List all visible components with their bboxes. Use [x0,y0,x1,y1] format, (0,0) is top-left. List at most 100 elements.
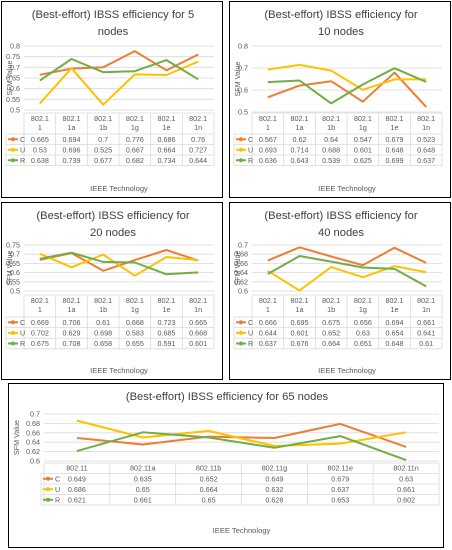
y-tick-label: 0.66 [234,259,248,268]
x-axis-label: IEEE Technology [213,526,271,535]
y-tick-label: 0.66 [26,428,40,437]
data-label: 0.649 [265,474,283,483]
data-label: 0.637 [331,485,349,494]
chart-40-nodes: (Best-effort) IBSS efficiency for 40 node… [233,210,443,375]
data-label: 0.677 [94,156,112,165]
y-tick-label: 0.6 [10,268,20,277]
data-label: 0.661 [417,318,435,327]
series-line-R [267,255,427,288]
y-tick-label: 0.5 [238,108,248,117]
data-label: 0.656 [354,318,372,327]
chart-title: (Best-effort) IBSS efficiency for 10 node… [264,9,417,38]
data-label: 0.714 [291,145,309,154]
data-label: 0.702 [31,328,49,337]
data-label: 0.629 [63,328,81,337]
data-label: 0.708 [63,339,81,348]
data-label: 0.76 [191,135,205,144]
y-tick-label: 0.7 [30,410,40,419]
y-tick-label: 0.62 [26,447,40,456]
data-label: 0.61 [96,318,110,327]
y-tick-label: 0.7 [10,250,20,259]
data-label: 0.602 [397,495,415,504]
legend-marker-R [11,158,15,163]
chart-10-nodes: (Best-effort) IBSS efficiency for 10 node… [233,9,443,193]
data-label: 0.706 [63,318,81,327]
data-label: 0.525 [94,145,112,154]
data-label: 0.675 [322,318,340,327]
x-tick-label: 802.11e [328,464,353,473]
y-axis-label: SFM Value [12,420,21,455]
data-label: 0.625 [354,156,372,165]
data-label: 0.664 [200,485,218,494]
data-label: 0.661 [134,495,152,504]
y-tick-label: 0.7 [10,63,20,72]
data-label: 0.62 [293,135,307,144]
legend-marker-R [239,158,243,163]
data-label: 0.567 [259,135,277,144]
data-label: 0.591 [158,339,176,348]
data-label: 0.636 [259,156,277,165]
data-label: 0.727 [189,145,207,154]
data-label: 0.666 [259,318,277,327]
chart-panel-10-nodes: (Best-effort) IBSS efficiency for 10 node… [229,1,451,198]
data-label: 0.643 [291,156,309,165]
data-label: 0.63 [399,474,413,483]
series-line-U [267,63,427,91]
data-label: 0.652 [200,474,218,483]
y-tick-label: 0.55 [6,95,20,104]
y-tick-label: 0.5 [10,106,20,115]
x-tick-label: 802.11b [196,464,221,473]
chart-title: (Best-effort) IBSS efficiency for 20 node… [36,210,189,239]
data-label: 0.644 [259,328,277,337]
x-axis-label: IEEE Technology [90,366,148,375]
y-tick-label: 0.65 [6,259,20,268]
chart-title: (Best-effort) IBSS efficiency for 40 node… [264,210,417,239]
data-label: 0.664 [322,339,340,348]
y-tick-label: 0.75 [6,52,20,61]
data-label: 0.665 [189,318,207,327]
legend-marker-U [11,147,15,152]
x-tick-label: 802.11 [66,464,87,473]
y-tick-label: 0.68 [26,419,40,428]
legend-label-C: C [248,318,253,327]
legend-marker-C [11,137,15,142]
legend-label-U: U [248,145,253,154]
x-tick-label: 802.11a [130,464,155,473]
x-axis-label: IEEE Technology [318,184,376,193]
series-line-R [76,431,407,462]
data-label: 0.664 [158,145,176,154]
data-label: 0.653 [331,495,349,504]
series-line-C [39,249,199,272]
series-line-R [39,251,199,276]
y-tick-label: 0.64 [234,268,248,277]
legend-marker-U [239,147,243,152]
legend-label-C: C [20,318,25,327]
y-tick-label: 0.6 [238,86,248,95]
series-line-U [267,265,427,292]
x-tick-label: 802.11n [393,464,418,473]
y-tick-label: 0.8 [238,42,248,51]
x-axis-label: IEEE Technology [318,366,376,375]
data-label: 0.635 [134,474,152,483]
x-tick-label: 802.11g [262,464,287,473]
y-tick-label: 0.65 [6,74,20,83]
data-label: 0.693 [259,145,277,154]
chart-panel-65-nodes: (Best-effort) IBSS efficiency for 65 nod… [8,383,444,548]
data-label: 0.648 [386,145,404,154]
data-label: 0.628 [265,495,283,504]
data-label: 0.601 [354,145,372,154]
legend-label-U: U [20,328,25,337]
series-line-R [267,67,427,105]
y-axis-label: SFM Value [5,250,14,285]
data-label: 0.63 [356,328,370,337]
legend-marker-C [239,320,243,325]
data-label: 0.676 [291,339,309,348]
x-axis-label: IEEE Technology [90,184,148,193]
data-label: 0.739 [63,156,81,165]
legend-label-C: C [55,474,60,483]
